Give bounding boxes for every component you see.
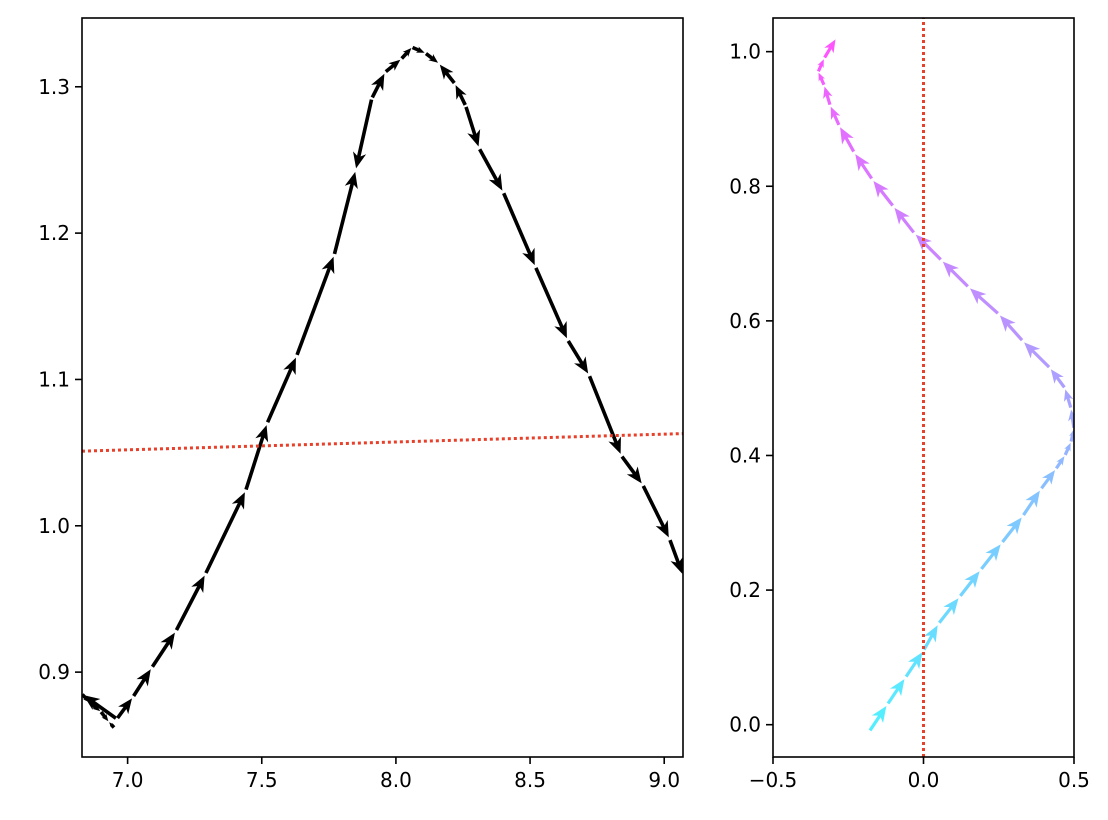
right-plot-area — [816, 18, 1074, 757]
quiver-arrow — [244, 425, 269, 491]
quiver-arrow — [411, 45, 425, 53]
quiver-arrow — [1050, 369, 1066, 389]
y-tick-label: 0.6 — [729, 309, 761, 333]
quiver-arrow — [855, 154, 873, 180]
quiver-arrow — [868, 705, 887, 732]
quiver-arrow — [1022, 490, 1040, 516]
quiver-arrow — [1063, 442, 1071, 456]
left-y-axis: 0.9 1.0 1.1 1.2 1.3 — [38, 75, 82, 684]
quiver-arrow — [668, 539, 683, 574]
quiver-arrow — [840, 127, 856, 153]
y-tick-label: 0.0 — [729, 713, 761, 737]
quiver-arrow — [818, 72, 826, 86]
left-axes: 7.0 7.5 8.0 8.5 9.0 0.9 1.0 1.1 1.2 1.3 — [38, 17, 684, 792]
quiver-arrow — [502, 192, 535, 266]
quiver-arrow — [566, 340, 589, 374]
quiver-arrow — [116, 698, 133, 720]
right-y-axis: 0.0 0.2 0.4 0.6 0.8 1.0 — [729, 40, 773, 737]
quiver-arrow — [886, 679, 905, 705]
x-tick-label: 7.0 — [112, 768, 144, 792]
quiver-arrow — [1069, 429, 1074, 442]
quiver-arrow — [959, 571, 980, 597]
quiver-arrow — [938, 598, 959, 624]
right-quiver-arrows — [816, 39, 1074, 732]
quiver-arrow — [370, 73, 385, 99]
quiver-arrow — [332, 171, 358, 255]
left-reference-line — [82, 432, 683, 453]
quiver-arrow — [1054, 456, 1065, 470]
quiver-arrow — [353, 99, 374, 169]
quiver-arrow — [83, 695, 117, 720]
quiver-arrow — [400, 47, 412, 60]
quiver-arrow — [1040, 470, 1056, 490]
quiver-arrow — [439, 64, 456, 85]
y-tick-label: 1.0 — [38, 514, 70, 538]
quiver-arrow — [969, 288, 999, 315]
quiver-arrow — [265, 357, 296, 423]
quiver-arrow — [904, 652, 923, 678]
y-tick-label: 1.2 — [38, 221, 70, 245]
quiver-arrow — [1024, 342, 1051, 369]
quiver-arrow — [915, 234, 942, 261]
quiver-arrow — [424, 52, 439, 63]
x-tick-label: 9.0 — [648, 768, 680, 792]
quiver-arrow — [1001, 517, 1022, 544]
y-tick-label: 1.1 — [38, 367, 70, 391]
quiver-arrow — [823, 39, 836, 59]
y-tick-label: 0.9 — [38, 660, 70, 684]
left-axes-frame — [81, 17, 684, 758]
x-tick-label: −0.5 — [749, 768, 798, 792]
quiver-arrow — [587, 375, 621, 454]
x-tick-label: 8.0 — [380, 768, 412, 792]
x-tick-label: 0.0 — [908, 768, 940, 792]
quiver-arrow — [99, 710, 109, 722]
y-tick-label: 1.3 — [38, 75, 70, 99]
quiver-arrow — [464, 106, 481, 147]
quiver-arrow — [109, 722, 116, 729]
quiver-arrow — [922, 625, 938, 651]
x-tick-label: 0.5 — [1058, 768, 1090, 792]
left-plot-area — [82, 45, 683, 729]
quiver-arrow — [132, 669, 151, 697]
quiver-arrow — [455, 85, 467, 106]
right-axes: −0.5 0.0 0.5 0.0 0.2 0.4 0.6 0.8 1.0 — [729, 17, 1090, 792]
y-tick-label: 0.8 — [729, 174, 761, 198]
y-tick-label: 0.2 — [729, 578, 761, 602]
y-tick-label: 0.4 — [729, 443, 761, 467]
quiver-arrow — [478, 148, 503, 191]
quiver-arrow — [980, 544, 1001, 570]
quiver-arrow — [1068, 409, 1074, 428]
quiver-arrow — [384, 59, 401, 74]
quiver-arrow — [873, 180, 894, 207]
right-x-axis: −0.5 0.0 0.5 — [749, 757, 1090, 792]
quiver-arrow — [174, 575, 205, 631]
quiver-arrow — [894, 207, 915, 234]
quiver-arrow — [816, 59, 824, 72]
quiver-arrow — [1063, 389, 1074, 409]
quiver-arrow — [641, 485, 669, 538]
left-x-axis: 7.0 7.5 8.0 8.5 9.0 — [112, 757, 680, 792]
quiver-arrow — [150, 632, 175, 668]
quiver-arrow — [823, 86, 833, 106]
quiver-arrow — [942, 261, 969, 288]
quiver-arrow — [295, 256, 335, 356]
quiver-arrow — [830, 106, 841, 126]
x-tick-label: 7.5 — [246, 768, 278, 792]
quiver-arrow — [204, 492, 245, 574]
quiver-arrow — [534, 267, 567, 339]
y-tick-label: 1.0 — [729, 40, 761, 64]
left-quiver-arrows — [82, 45, 683, 729]
quiver-arrow — [999, 315, 1024, 342]
quiver-arrow — [620, 455, 642, 484]
x-tick-label: 8.5 — [514, 768, 546, 792]
